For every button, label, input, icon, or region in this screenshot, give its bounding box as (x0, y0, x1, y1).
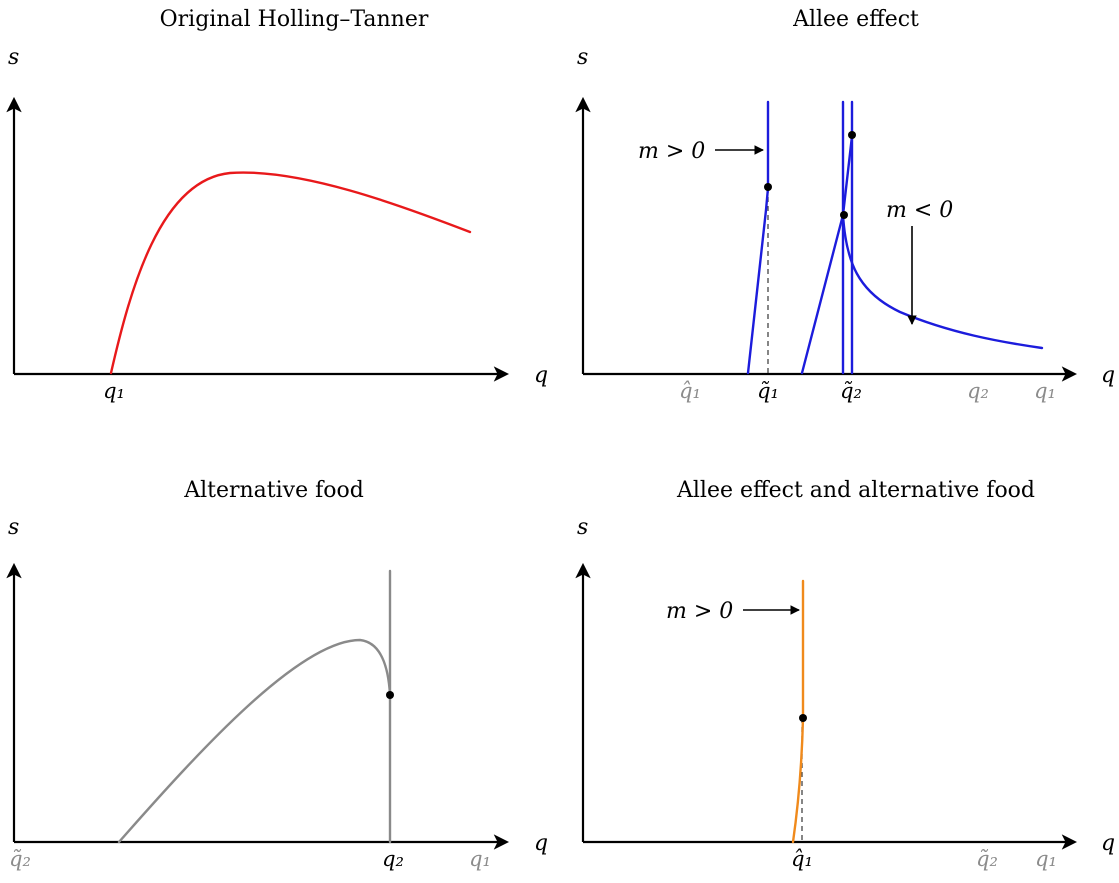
equilibrium-point (764, 183, 772, 191)
x-axis-label: q (1101, 363, 1115, 388)
panel-title: Allee effect and alternative food (676, 478, 1035, 503)
equilibrium-point (799, 714, 807, 722)
prey-nullcline-curve (117, 638, 392, 844)
x-axis-label: q (1101, 831, 1115, 856)
tick-q1: q₁ (469, 847, 491, 871)
panel-original-holling-tanner: Original Holling–Tanner s q q₁ (6, 7, 548, 403)
tick-q1: q₁ (1034, 379, 1056, 403)
tick-q2: q₂ (382, 847, 404, 871)
tick-q2: q₂ (967, 379, 989, 403)
y-axis-label: s (8, 515, 19, 540)
annotation-m-negative: m < 0 (886, 198, 953, 223)
y-axis-label: s (577, 45, 588, 70)
prey-nullcline-curve (109, 171, 472, 375)
tick-q-hat-1: q̂₁ (679, 379, 701, 403)
equilibrium-point (386, 691, 394, 699)
tick-q-tilde-1: q̃₁ (757, 379, 779, 403)
panel-title: Original Holling–Tanner (160, 7, 429, 32)
x-axis-label: q (534, 831, 548, 856)
tick-q-hat-1: q̂₁ (791, 847, 813, 871)
x-axis-label: q (534, 363, 548, 388)
y-axis-label: s (577, 515, 588, 540)
tick-q-tilde-2: q̃₂ (9, 847, 31, 871)
tick-q-tilde-2: q̃₂ (840, 379, 862, 403)
curve-middle-branch (800, 134, 854, 375)
panel-alternative-food: Alternative food s q q̃₂ q₂ q₁ (6, 478, 548, 871)
curve-m-positive-branch (746, 100, 770, 375)
tick-q1: q₁ (1035, 847, 1057, 871)
annotation-m-positive: m > 0 (638, 139, 705, 164)
allee-curves (746, 100, 1044, 375)
equilibrium-point (840, 211, 848, 219)
panel-title: Alternative food (183, 478, 364, 503)
panel-title: Allee effect (792, 7, 919, 32)
panel-allee-effect: Allee effect s q m > 0 m < 0 q̂₁ q̃₁ q̃₂… (575, 7, 1115, 403)
annotation-m-positive: m > 0 (666, 599, 733, 624)
tick-q-tilde-2: q̃₂ (976, 847, 998, 871)
curve-m-negative-branch (841, 213, 1044, 350)
allee-alt-food-curve (791, 579, 805, 844)
equilibrium-point (848, 131, 856, 139)
panel-allee-and-alternative-food: Allee effect and alternative food s q m … (575, 478, 1115, 871)
tick-q1: q₁ (103, 379, 125, 403)
y-axis-label: s (8, 45, 19, 70)
